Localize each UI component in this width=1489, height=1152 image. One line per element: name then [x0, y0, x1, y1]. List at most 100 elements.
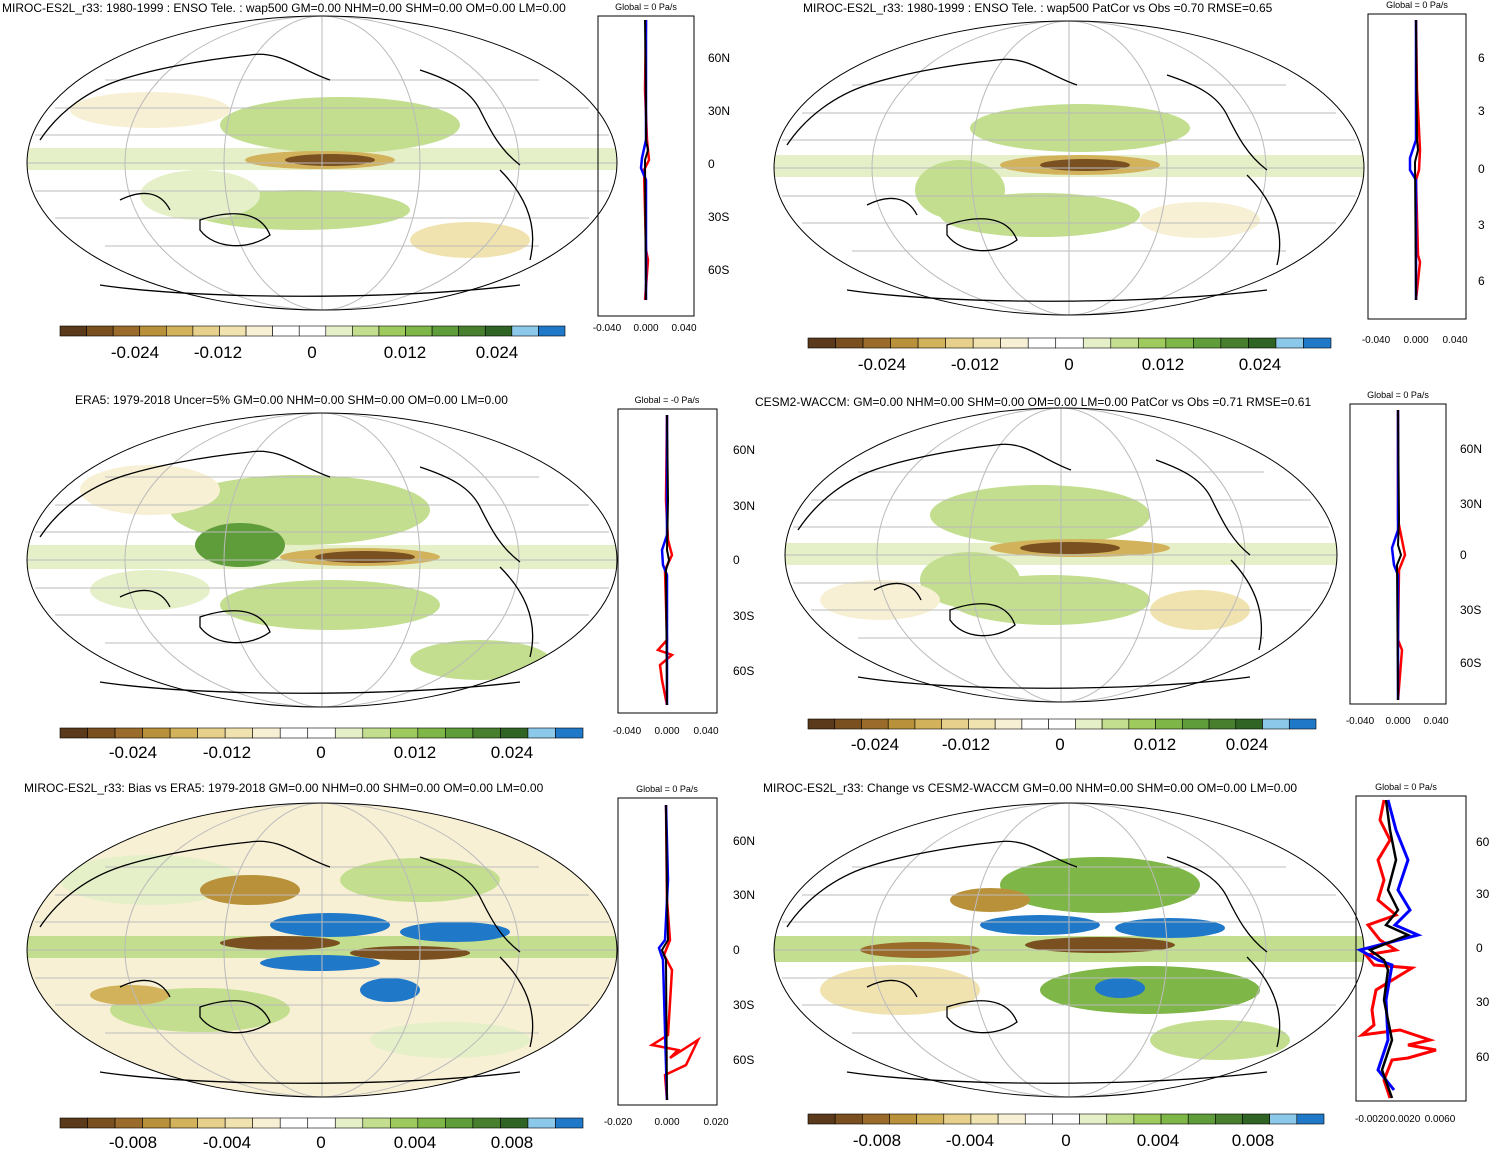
colorbar-swatch	[390, 1117, 419, 1129]
map-border	[773, 20, 1365, 316]
zonal-x-tick: -0.0020	[1355, 1114, 1389, 1125]
field-patch	[140, 170, 260, 220]
lat-label: 3	[1478, 104, 1485, 118]
colorbar-tick-label: -0.004	[203, 1133, 251, 1152]
colorbar-swatch	[197, 727, 226, 739]
colorbar-swatch	[917, 337, 946, 349]
field-patch	[70, 92, 230, 128]
colorbar-swatch	[445, 1117, 474, 1129]
zonal-x-tick: -0.020	[604, 1117, 633, 1128]
zonal-mean-plot: Global = 0 Pa/s 60N 30N 0 30S 60S -0.020…	[604, 784, 755, 1128]
coastlines	[39, 53, 534, 297]
colorbar-swatch	[1000, 337, 1029, 349]
colorbar-tick-label: 0	[316, 743, 325, 762]
field-patch	[1150, 1020, 1290, 1060]
zonal-x-tick: 0.040	[1442, 335, 1467, 346]
colorbar: -0.024 -0.012 0 0.012 0.024	[59, 727, 584, 762]
colorbar-swatch	[972, 337, 1001, 349]
zonal-line-black	[660, 804, 670, 1101]
lat-label: 60N	[708, 51, 730, 65]
colorbar-swatch	[1138, 337, 1167, 349]
colorbar-swatch	[1208, 718, 1237, 730]
zonal-mean-plot: Global = 0 Pa/s 60 30 0 30 60 -0.0020 0.…	[1355, 782, 1489, 1125]
colorbar-swatch	[378, 325, 406, 337]
colorbar-swatch	[1303, 337, 1332, 349]
colorbar-swatch	[1055, 337, 1084, 349]
field-patch	[1020, 542, 1120, 554]
zonal-frame	[597, 15, 695, 317]
colorbar-tick-label: -0.012	[194, 343, 242, 362]
zonal-line-black	[664, 414, 671, 706]
map-border	[26, 802, 618, 1098]
colorbar-swatch	[511, 325, 539, 337]
colorbar-tick-label: -0.008	[853, 1131, 901, 1150]
colorbar-tick-label: -0.024	[858, 355, 906, 374]
colorbar-swatch	[252, 727, 281, 739]
colorbar-swatch	[142, 727, 171, 739]
zonal-line-black	[1413, 19, 1420, 301]
lat-label: 30N	[733, 499, 755, 513]
colorbar-swatch	[192, 325, 220, 337]
colorbar-swatch	[970, 1113, 999, 1125]
field-patch	[220, 97, 460, 153]
zonal-line-red	[1357, 799, 1437, 1099]
colorbar-swatch	[861, 718, 889, 730]
lat-label: 60N	[733, 443, 755, 457]
colorbar-swatch	[169, 727, 198, 739]
lat-label: 6	[1478, 51, 1485, 65]
colorbar-swatch	[245, 325, 273, 337]
panel-title: MIROC-ES2L_r33: 1980-1999 : ENSO Tele. :…	[2, 1, 566, 15]
lat-label: 30	[1476, 887, 1489, 901]
lat-label: 30N	[708, 104, 730, 118]
colorbar-swatch	[500, 1117, 529, 1129]
lat-label: 6	[1478, 274, 1485, 288]
zonal-x-tick: 0.0020	[1390, 1114, 1421, 1125]
colorbar-tick-label: 0	[1061, 1131, 1070, 1150]
coastlines	[786, 58, 1281, 302]
field-patch	[270, 913, 390, 937]
field-patch	[260, 955, 380, 971]
field-patch	[90, 570, 210, 610]
colorbar-swatch	[941, 718, 969, 730]
zonal-x-tick: -0.040	[593, 323, 622, 334]
panel-title: ERA5: 1979-2018 Uncer=5% GM=0.00 NHM=0.0…	[75, 393, 508, 407]
field-patch	[200, 875, 300, 905]
field-patch	[1040, 159, 1130, 171]
field-patch	[340, 858, 500, 902]
colorbar-swatch	[279, 1117, 309, 1129]
panel-title: MIROC-ES2L_r33: Bias vs ERA5: 1979-2018 …	[24, 781, 544, 795]
zonal-x-tick: 0.000	[654, 1117, 679, 1128]
lat-label: 0	[1478, 162, 1485, 176]
colorbar-swatch	[219, 325, 247, 337]
field-patch	[400, 922, 510, 942]
colorbar: -0.024 -0.012 0 0.012 0.024	[807, 337, 1332, 374]
lat-label: 60	[1476, 835, 1489, 849]
colorbar-tick-label: 0.008	[491, 1133, 534, 1152]
colorbar-swatch	[307, 1117, 336, 1129]
colorbar-tick-label: 0.012	[394, 743, 437, 762]
colorbar-swatch	[334, 1117, 364, 1129]
colorbar-swatch	[458, 325, 486, 337]
colorbar-swatch	[1182, 718, 1210, 730]
colorbar-swatch	[1155, 718, 1183, 730]
field-patch	[1140, 202, 1260, 238]
field-patch	[1000, 857, 1200, 913]
zonal-x-tick: 0.0060	[1425, 1114, 1456, 1125]
map-border	[784, 407, 1338, 703]
lat-label: 0	[733, 943, 740, 957]
zonal-mean-plot: Global = 0 Pa/s 60N 30N 0 30S 60S -0.040…	[1346, 390, 1482, 727]
colorbar-swatch	[1052, 1113, 1080, 1125]
field-patch	[410, 222, 530, 258]
zonal-x-tick: 0.040	[1423, 716, 1448, 727]
zonal-line-red	[648, 804, 702, 1101]
coastlines	[39, 450, 534, 694]
colorbar-swatch	[1128, 718, 1156, 730]
lat-label: 60	[1476, 1050, 1489, 1064]
field-patch	[360, 978, 420, 1002]
zonal-line-black	[1395, 409, 1403, 701]
map-border	[26, 412, 618, 708]
colorbar-tick-label: -0.024	[111, 343, 159, 362]
zonal-frame	[1349, 403, 1447, 705]
colorbar-tick-label: 0	[1055, 735, 1064, 754]
zonal-title: Global = 0 Pa/s	[1367, 390, 1429, 400]
